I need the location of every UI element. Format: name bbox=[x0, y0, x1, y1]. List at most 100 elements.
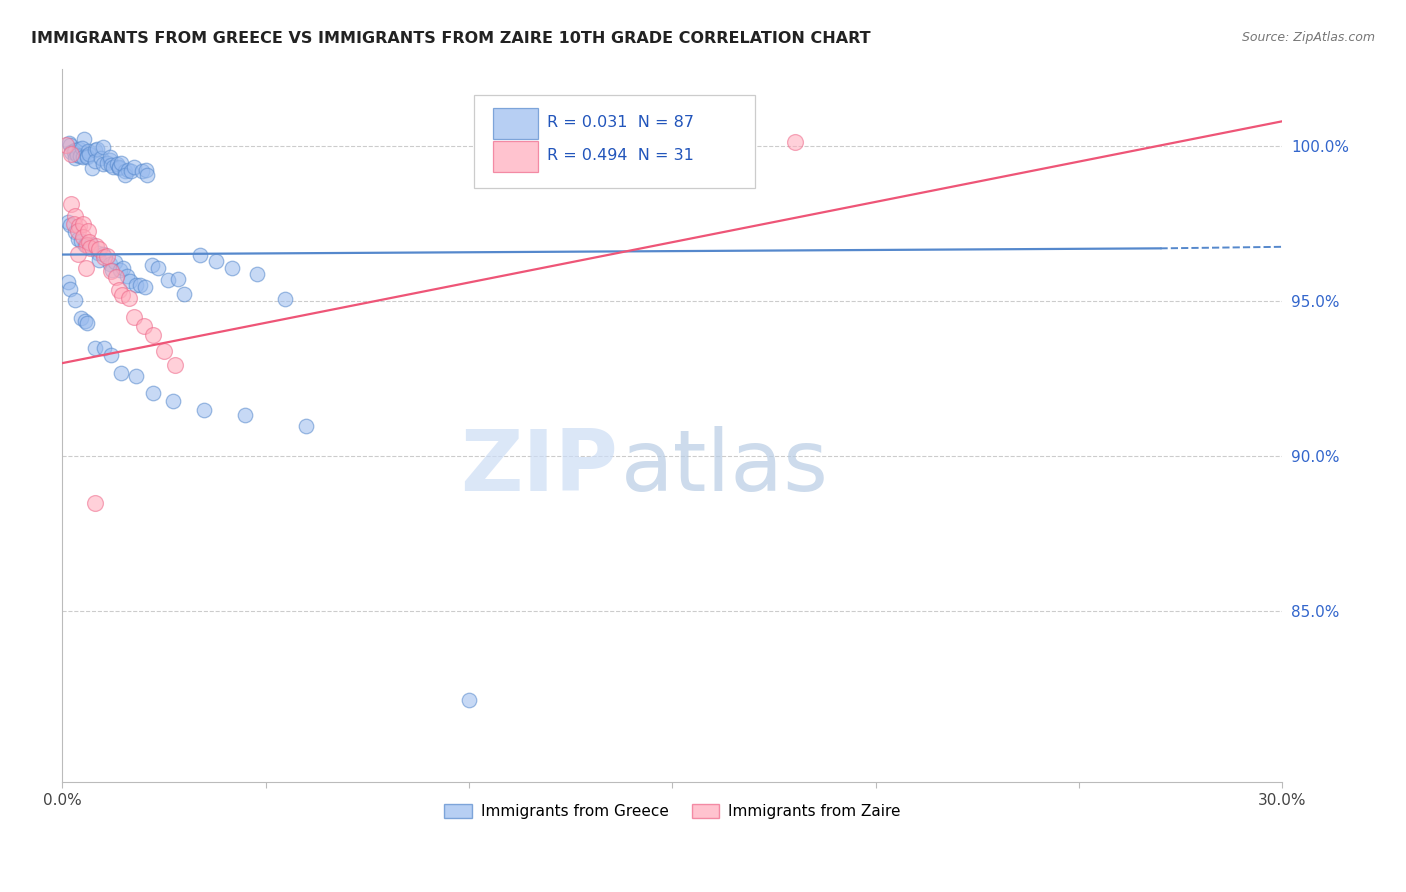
Point bbox=[98, 150, 121, 164]
Point bbox=[84, 342, 107, 356]
FancyBboxPatch shape bbox=[474, 95, 755, 188]
Point bbox=[67, 143, 90, 157]
Point bbox=[114, 163, 136, 178]
Point bbox=[120, 164, 142, 178]
Text: R = 0.031  N = 87: R = 0.031 N = 87 bbox=[547, 114, 693, 129]
Point bbox=[62, 218, 84, 232]
Point bbox=[100, 264, 122, 278]
Point bbox=[55, 138, 77, 153]
Point bbox=[60, 197, 83, 211]
FancyBboxPatch shape bbox=[494, 141, 538, 172]
Point bbox=[65, 148, 87, 162]
Point bbox=[58, 275, 80, 289]
Point bbox=[111, 287, 134, 301]
Point bbox=[69, 234, 91, 248]
Point bbox=[134, 280, 156, 294]
Point bbox=[115, 268, 138, 283]
Point bbox=[90, 151, 112, 165]
Point bbox=[70, 141, 93, 155]
Point bbox=[100, 263, 122, 277]
Point bbox=[72, 131, 94, 145]
Point bbox=[67, 219, 90, 233]
Point bbox=[136, 168, 159, 182]
Point bbox=[87, 246, 110, 260]
Text: IMMIGRANTS FROM GREECE VS IMMIGRANTS FROM ZAIRE 10TH GRADE CORRELATION CHART: IMMIGRANTS FROM GREECE VS IMMIGRANTS FRO… bbox=[31, 31, 870, 46]
Point bbox=[79, 241, 101, 255]
Point bbox=[135, 163, 157, 178]
Point bbox=[107, 160, 129, 174]
Point bbox=[91, 247, 114, 261]
Point bbox=[131, 164, 153, 178]
Point bbox=[108, 161, 131, 175]
Point bbox=[785, 135, 807, 149]
Point bbox=[84, 239, 107, 253]
Point bbox=[67, 224, 90, 238]
Point bbox=[118, 275, 141, 289]
Point bbox=[80, 237, 103, 252]
Point bbox=[76, 317, 98, 331]
Point bbox=[69, 310, 91, 325]
Point bbox=[76, 150, 98, 164]
Point bbox=[58, 136, 80, 150]
Point bbox=[112, 260, 135, 275]
Point bbox=[62, 145, 84, 160]
Point bbox=[122, 160, 145, 174]
Point bbox=[76, 149, 98, 163]
Point bbox=[233, 408, 256, 422]
Point bbox=[100, 348, 122, 362]
Point bbox=[125, 278, 148, 293]
Point bbox=[66, 247, 89, 261]
Point bbox=[83, 496, 105, 510]
Point bbox=[142, 385, 165, 400]
Point bbox=[77, 146, 100, 161]
Point bbox=[110, 366, 132, 380]
Point bbox=[221, 261, 243, 276]
Point bbox=[72, 217, 94, 231]
Point bbox=[193, 403, 215, 417]
Point bbox=[101, 161, 124, 175]
Point bbox=[188, 248, 211, 262]
Point bbox=[162, 394, 184, 409]
Point bbox=[65, 225, 87, 239]
Point bbox=[59, 138, 82, 153]
Point bbox=[173, 286, 195, 301]
Point bbox=[84, 154, 107, 169]
Text: Source: ZipAtlas.com: Source: ZipAtlas.com bbox=[1241, 31, 1375, 45]
Point bbox=[84, 143, 107, 157]
Point bbox=[167, 272, 190, 286]
Point bbox=[76, 237, 98, 252]
Point bbox=[91, 156, 114, 170]
Point bbox=[87, 242, 110, 256]
Point bbox=[93, 140, 115, 154]
Point bbox=[77, 224, 100, 238]
Point bbox=[204, 253, 226, 268]
Point bbox=[59, 147, 82, 161]
Point bbox=[63, 210, 86, 224]
Point bbox=[73, 237, 96, 252]
Point bbox=[79, 235, 101, 249]
Point bbox=[134, 319, 156, 334]
Point bbox=[63, 152, 86, 166]
Point bbox=[142, 327, 165, 342]
Point bbox=[59, 282, 82, 296]
Point bbox=[80, 161, 103, 176]
Point bbox=[72, 230, 94, 244]
Point bbox=[76, 145, 98, 159]
Point bbox=[163, 359, 186, 373]
Point bbox=[96, 249, 118, 263]
Point bbox=[146, 261, 169, 276]
Point bbox=[128, 277, 150, 292]
Text: R = 0.494  N = 31: R = 0.494 N = 31 bbox=[547, 148, 693, 163]
Point bbox=[141, 258, 163, 272]
Point bbox=[59, 145, 82, 160]
Point bbox=[246, 268, 269, 282]
Point bbox=[93, 250, 115, 264]
Point bbox=[66, 232, 89, 246]
Point bbox=[457, 692, 479, 706]
Point bbox=[98, 153, 121, 167]
Point bbox=[114, 168, 136, 182]
Point bbox=[63, 143, 86, 157]
Text: ZIP: ZIP bbox=[460, 426, 617, 509]
Point bbox=[125, 368, 148, 383]
Point bbox=[108, 263, 131, 277]
